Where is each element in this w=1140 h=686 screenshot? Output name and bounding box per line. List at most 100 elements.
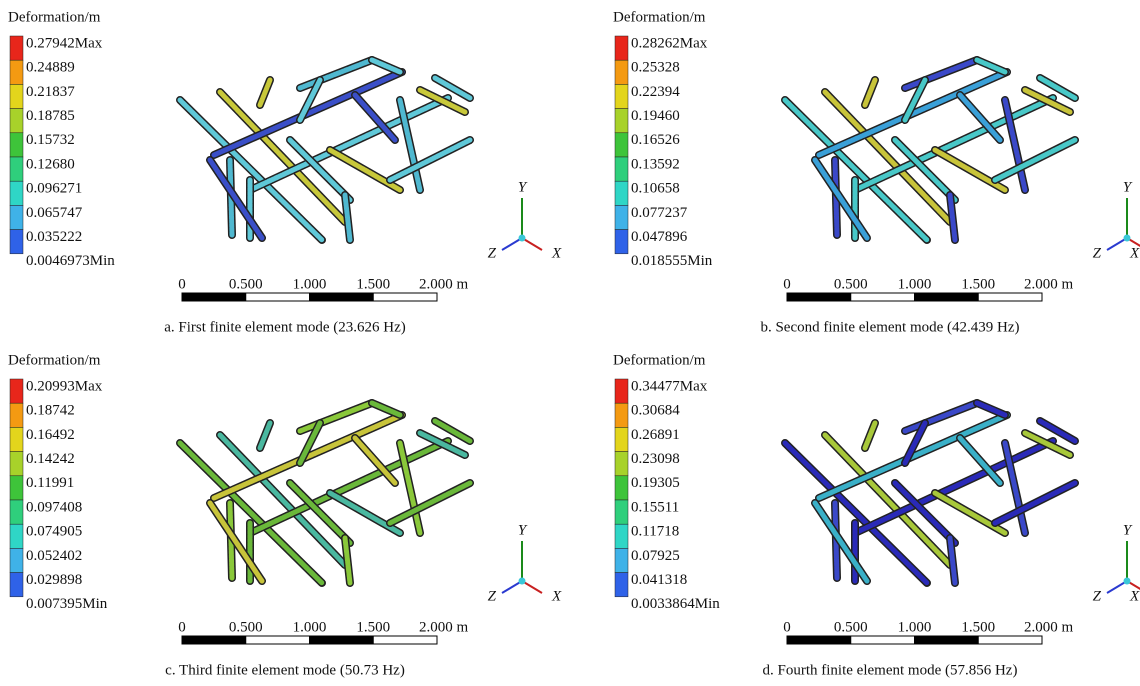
scale-segment <box>182 636 246 644</box>
legend-label: 0.052402 <box>26 548 82 564</box>
figure: Deformation/m0.27942Max0.248890.218370.1… <box>0 0 1140 686</box>
legend-label: 0.12680 <box>26 156 75 172</box>
scale-label: 0.500 <box>834 619 868 635</box>
caption: c. Third finite element mode (50.73 Hz) <box>165 662 405 678</box>
legend-label: 0.18742 <box>26 403 75 419</box>
legend-swatch <box>615 60 628 84</box>
legend-label: 0.20993Max <box>26 378 103 394</box>
scale-segment <box>851 293 915 301</box>
frame-beam <box>330 150 400 190</box>
legend-swatch <box>615 157 628 181</box>
axis-origin <box>1124 235 1131 242</box>
scale-label: 1.000 <box>293 619 327 635</box>
axis-letter: Y <box>518 179 528 195</box>
axis-letter: Z <box>1093 245 1102 261</box>
legend-swatch <box>10 205 23 229</box>
axis-letter: X <box>1129 588 1140 604</box>
legend-label: 0.19305 <box>631 475 680 491</box>
axis-origin <box>1124 578 1131 585</box>
scale-label: 1.500 <box>961 276 995 292</box>
legend-swatch <box>10 36 23 60</box>
legend-label: 0.16526 <box>631 132 680 148</box>
legend-swatch <box>615 476 628 500</box>
legend-swatch <box>615 109 628 133</box>
legend-swatch <box>10 157 23 181</box>
legend-swatch <box>10 109 23 133</box>
scale-segment <box>310 636 374 644</box>
legend-swatch <box>10 573 23 597</box>
axis-letter: Z <box>488 245 497 261</box>
legend-swatch <box>615 84 628 108</box>
scale-label: 0.500 <box>834 276 868 292</box>
legend-title: Deformation/m <box>613 9 706 25</box>
axis-letter: Y <box>1123 179 1133 195</box>
legend-swatch <box>10 403 23 427</box>
legend-swatch <box>10 427 23 451</box>
legend-label: 0.029898 <box>26 572 82 588</box>
axis-letter: Y <box>518 522 528 538</box>
scale-label: 1.500 <box>356 619 390 635</box>
legend-swatch <box>615 133 628 157</box>
frame-beam <box>300 403 372 431</box>
legend-swatch <box>615 573 628 597</box>
scale-label: 0 <box>178 276 186 292</box>
caption: b. Second finite element mode (42.439 Hz… <box>760 319 1019 335</box>
scale-label: 2.000 m <box>419 276 469 292</box>
frame-beam <box>435 78 470 98</box>
frame-beam <box>390 483 470 523</box>
scale-label: 0.500 <box>229 619 263 635</box>
legend-label: 0.28262Max <box>631 35 708 51</box>
frame-beam <box>1040 78 1075 98</box>
legend-label: 0.018555Min <box>631 253 713 269</box>
legend-swatch <box>10 379 23 403</box>
caption: a. First finite element mode (23.626 Hz) <box>164 319 406 335</box>
legend-swatch <box>615 452 628 476</box>
legend-label: 0.0046973Min <box>26 253 115 269</box>
legend-label: 0.047896 <box>631 229 688 245</box>
frame-beam <box>1040 421 1075 441</box>
scale-segment <box>246 636 310 644</box>
legend-label: 0.007395Min <box>26 596 108 612</box>
legend-label: 0.15511 <box>631 499 679 515</box>
legend-swatch <box>10 500 23 524</box>
legend-label: 0.21837 <box>26 84 75 100</box>
legend-swatch <box>10 452 23 476</box>
scale-label: 2.000 m <box>1024 619 1074 635</box>
scale-segment <box>851 636 915 644</box>
legend-label: 0.074905 <box>26 524 82 540</box>
scale-label: 0 <box>178 619 186 635</box>
scale-label: 1.000 <box>898 276 932 292</box>
legend-swatch <box>10 524 23 548</box>
scale-label: 1.000 <box>293 276 327 292</box>
legend-label: 0.22394 <box>631 84 680 100</box>
frame-beam <box>390 140 470 180</box>
legend-label: 0.30684 <box>631 403 680 419</box>
scale-segment <box>978 293 1042 301</box>
frame-beam <box>995 483 1075 523</box>
frame-beam <box>300 60 372 88</box>
scale-label: 0.500 <box>229 276 263 292</box>
page: {"panels": [ {"legend_title": "Deformati… <box>0 0 1140 686</box>
scale-segment <box>915 293 979 301</box>
legend-label: 0.34477Max <box>631 378 708 394</box>
scale-label: 2.000 m <box>419 619 469 635</box>
scale-segment <box>787 636 851 644</box>
legend-label: 0.07925 <box>631 548 680 564</box>
legend-label: 0.0033864Min <box>631 596 720 612</box>
legend-label: 0.19460 <box>631 108 680 124</box>
legend-label: 0.27942Max <box>26 35 103 51</box>
axis-letter: X <box>551 588 562 604</box>
legend-swatch <box>615 36 628 60</box>
legend-swatch <box>615 379 628 403</box>
frame-beam <box>905 60 977 88</box>
scale-label: 0 <box>783 619 791 635</box>
legend-label: 0.15732 <box>26 132 75 148</box>
frame-beam <box>330 493 400 533</box>
legend-title: Deformation/m <box>613 352 706 368</box>
scale-segment <box>915 636 979 644</box>
frame-beam <box>935 493 1005 533</box>
legend-label: 0.26891 <box>631 427 680 443</box>
frame-beam <box>435 421 470 441</box>
legend-label: 0.14242 <box>26 451 75 467</box>
axis-letter: X <box>1129 245 1140 261</box>
